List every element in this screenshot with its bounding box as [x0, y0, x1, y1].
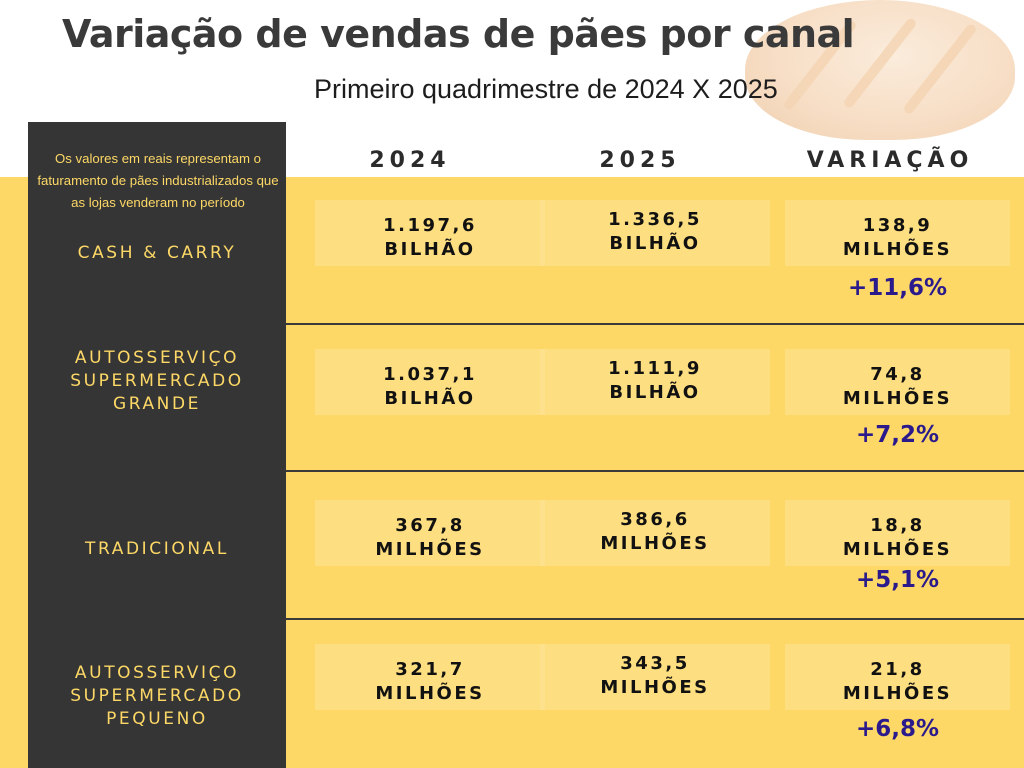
variation-percent: +6,8% — [855, 716, 940, 742]
value-number: 1.111,9 — [608, 358, 702, 379]
cell-background — [540, 500, 770, 566]
value-variation: 18,8 MILHÕES — [785, 514, 1010, 562]
value-unit: MILHÕES — [842, 239, 953, 260]
value-variation: 138,9 MILHÕES — [785, 214, 1010, 262]
value-number: 21,8 — [870, 659, 925, 680]
value-unit: MILHÕES — [375, 539, 485, 560]
value-number: 138,9 — [862, 215, 933, 236]
row-divider — [286, 323, 1024, 325]
value-v2024: 321,7 MILHÕES — [315, 658, 545, 706]
value-unit: MILHÕES — [600, 533, 710, 554]
value-unit: MILHÕES — [842, 388, 953, 409]
row-divider — [286, 470, 1024, 472]
value-v2024: 1.197,6 BILHÃO — [315, 214, 545, 262]
value-unit: BILHÃO — [384, 388, 476, 409]
channel-label-line: GRANDE — [112, 394, 202, 414]
value-v2025: 1.111,9 BILHÃO — [540, 357, 770, 405]
value-unit: BILHÃO — [609, 233, 701, 254]
value-v2024: 1.037,1 BILHÃO — [315, 363, 545, 411]
value-number: 1.037,1 — [383, 364, 477, 385]
cell-background — [785, 200, 1010, 266]
cell-background — [785, 500, 1010, 566]
cell-background — [315, 644, 545, 710]
column-header-2024: 2024 — [369, 148, 451, 173]
cell-background — [785, 644, 1010, 710]
channel-sidebar — [28, 122, 286, 768]
value-number: 18,8 — [870, 515, 925, 536]
value-unit: MILHÕES — [842, 539, 953, 560]
channel-label: CASH & CARRY — [28, 242, 286, 265]
value-unit: MILHÕES — [600, 677, 710, 698]
cell-background — [540, 200, 770, 266]
page-title: Variação de vendas de pães por canal — [62, 12, 855, 56]
channel-label: AUTOSSERVIÇO SUPERMERCADO PEQUENO — [28, 662, 286, 731]
column-header-2025: 2025 — [599, 148, 681, 173]
channel-label: TRADICIONAL — [28, 538, 286, 561]
cell-background — [315, 200, 545, 266]
value-number: 321,7 — [395, 659, 465, 680]
value-number: 386,6 — [620, 509, 690, 530]
channel-label: AUTOSSERVIÇO SUPERMERCADO GRANDE — [28, 347, 286, 416]
value-variation: 21,8 MILHÕES — [785, 658, 1010, 706]
value-unit: BILHÃO — [609, 382, 701, 403]
value-v2025: 343,5 MILHÕES — [540, 652, 770, 700]
cell-background — [540, 349, 770, 415]
variation-percent: +11,6% — [847, 275, 948, 301]
value-number: 367,8 — [395, 515, 465, 536]
value-v2025: 1.336,5 BILHÃO — [540, 208, 770, 256]
variation-percent: +5,1% — [855, 567, 940, 593]
channel-label-line: AUTOSSERVIÇO — [74, 348, 240, 368]
value-number: 1.336,5 — [608, 209, 702, 230]
value-number: 1.197,6 — [383, 215, 477, 236]
value-unit: MILHÕES — [842, 683, 953, 704]
variation-percent: +7,2% — [855, 422, 940, 448]
value-v2024: 367,8 MILHÕES — [315, 514, 545, 562]
cell-background — [315, 349, 545, 415]
value-unit: BILHÃO — [384, 239, 476, 260]
bread-illustration — [745, 0, 1015, 140]
cell-background — [785, 349, 1010, 415]
channel-label-line: TRADICIONAL — [85, 539, 229, 559]
sidebar-note: Os valores em reais representam o fatura… — [37, 151, 279, 210]
value-number: 74,8 — [870, 364, 925, 385]
channel-label-line: SUPERMERCADO — [70, 371, 244, 391]
value-v2025: 386,6 MILHÕES — [540, 508, 770, 556]
cell-background — [315, 500, 545, 566]
value-unit: MILHÕES — [375, 683, 485, 704]
column-header-variation: VARIAÇÃO — [806, 148, 974, 173]
value-number: 343,5 — [620, 653, 690, 674]
channel-label-line: PEQUENO — [106, 709, 208, 729]
row-divider — [286, 618, 1024, 620]
cell-background — [540, 644, 770, 710]
channel-label-line: CASH & CARRY — [77, 243, 237, 263]
page-subtitle: Primeiro quadrimestre de 2024 X 2025 — [314, 74, 778, 104]
value-variation: 74,8 MILHÕES — [785, 363, 1010, 411]
channel-label-line: AUTOSSERVIÇO — [74, 663, 240, 683]
channel-label-line: SUPERMERCADO — [70, 686, 244, 706]
